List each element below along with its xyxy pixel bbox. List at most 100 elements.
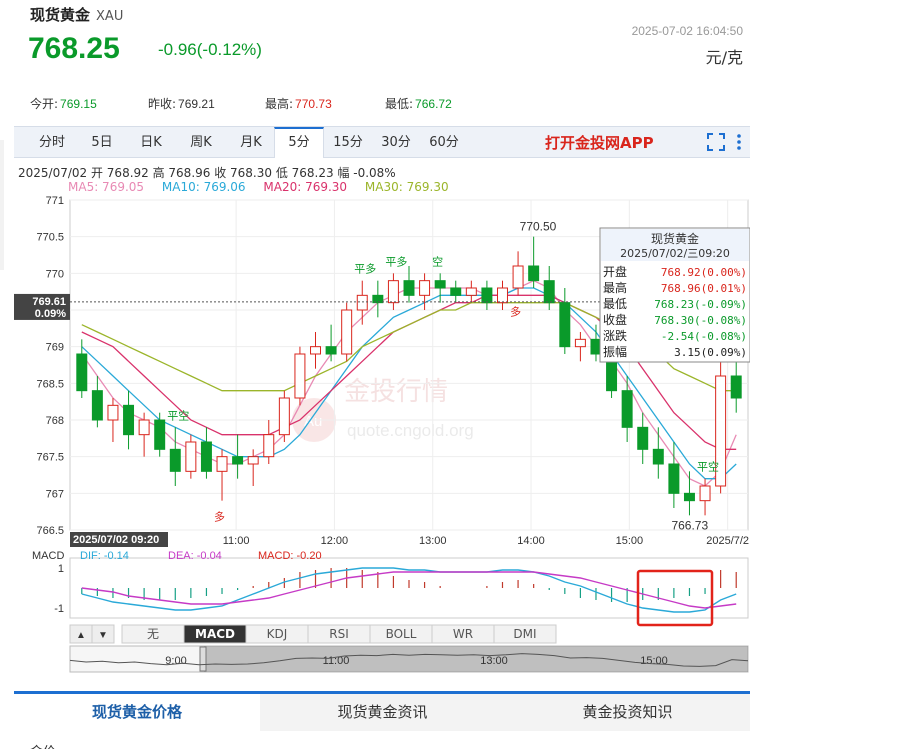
ma20-legend: MA20: 769.30 xyxy=(263,180,348,194)
tab-gold-knowledge[interactable]: 黄金投资知识 xyxy=(582,703,673,721)
tab-gold-news[interactable]: 现货黄金资讯 xyxy=(337,703,428,721)
indicator-tab-label: 无 xyxy=(147,627,159,641)
candle-body[interactable] xyxy=(169,448,181,472)
trade-signal-label: 多 xyxy=(510,304,521,318)
stat-open: 今开: 769.15 xyxy=(30,97,97,111)
candle-body[interactable] xyxy=(450,287,462,296)
cutoff-text: 金价 xyxy=(30,741,56,749)
candle-body[interactable] xyxy=(543,280,555,304)
period-tab-bar: 分时 5日 日K 周K 月K 5分 15分 30分 60分 打开金投网APP xyxy=(14,126,750,158)
y-tick-label: 768 xyxy=(46,415,64,427)
candle-body[interactable] xyxy=(341,309,353,355)
candle-body[interactable] xyxy=(621,390,633,428)
candle-body[interactable] xyxy=(294,353,306,399)
crosshair-date-label: 2025/07/02 09:20 xyxy=(73,534,159,546)
more-menu-icon[interactable] xyxy=(734,132,744,152)
candle-body[interactable] xyxy=(528,265,540,282)
trade-signal-label: 平多 xyxy=(354,262,376,276)
indicator-tab-label: RSI xyxy=(329,627,349,641)
low-marker-label: 766.73 xyxy=(671,518,708,532)
candle-body[interactable] xyxy=(481,287,493,304)
macd-y-tick: -1 xyxy=(54,603,64,615)
tooltip-row-label: 最低 xyxy=(603,297,627,311)
y-tick-label: 769 xyxy=(46,342,64,354)
candle-body[interactable] xyxy=(200,441,212,472)
candle-body[interactable] xyxy=(356,294,368,311)
scroll-down-button[interactable] xyxy=(91,624,115,644)
candle-body[interactable] xyxy=(76,353,88,392)
ma30-legend: MA30: 769.30 xyxy=(364,180,449,194)
candle-body[interactable] xyxy=(419,280,431,296)
candle-body[interactable] xyxy=(403,280,415,296)
tab-monthly-k[interactable]: 月K xyxy=(240,135,262,150)
tooltip-row-value: 768.92(0.00%) xyxy=(661,266,747,279)
candle-body[interactable] xyxy=(574,338,586,348)
ma10-legend: MA10: 769.06 xyxy=(161,180,246,194)
candle-body[interactable] xyxy=(216,456,228,472)
navigator-tick: 9:00 xyxy=(165,655,186,667)
candle-body[interactable] xyxy=(465,287,477,296)
x-tick-label: 2025/7/2 xyxy=(706,535,749,547)
price-unit: 元/克 xyxy=(705,48,743,67)
macd-value-label: MACD: -0.20 xyxy=(258,550,322,562)
macd-y-tick: 1 xyxy=(58,563,64,575)
x-tick-label: 13:00 xyxy=(419,535,447,547)
candle-body[interactable] xyxy=(434,280,446,289)
indicator-tab-dmi[interactable] xyxy=(493,624,557,644)
y-tick-label: 767.5 xyxy=(36,452,64,464)
candle-body[interactable] xyxy=(263,434,275,458)
macd-dif-label: DIF: -0.14 xyxy=(80,550,129,562)
navigator-tick: 13:00 xyxy=(480,655,508,667)
tab-daily-k[interactable]: 日K xyxy=(140,135,162,150)
tooltip-header-bg xyxy=(601,229,749,261)
candle-body[interactable] xyxy=(278,397,290,436)
tab-30min[interactable]: 30分 xyxy=(381,135,411,150)
candle-body[interactable] xyxy=(497,287,508,304)
watermark: Au 金投行情 quote.cngold.org xyxy=(292,377,474,442)
tab-fenshi[interactable]: 分时 xyxy=(38,135,65,150)
fullscreen-icon[interactable] xyxy=(706,132,726,152)
candle-body[interactable] xyxy=(107,404,119,421)
candle-body[interactable] xyxy=(91,390,103,421)
candle-body[interactable] xyxy=(715,375,727,487)
candle-body[interactable] xyxy=(652,448,664,465)
tooltip-row-label: 涨跌 xyxy=(603,328,627,343)
candle-body[interactable] xyxy=(387,280,399,304)
candle-body[interactable] xyxy=(683,492,695,502)
candle-body[interactable] xyxy=(310,346,321,355)
indicator-tab-label: DMI xyxy=(513,627,536,641)
candle-body[interactable] xyxy=(372,294,384,304)
candle-body[interactable] xyxy=(185,441,197,472)
candle-body[interactable] xyxy=(637,426,649,450)
candle-body[interactable] xyxy=(559,302,571,348)
arrow-down-icon: ▼ xyxy=(98,630,108,641)
candle-body[interactable] xyxy=(138,419,150,436)
tab-15min[interactable]: 15分 xyxy=(333,135,363,150)
tab-60min[interactable]: 60分 xyxy=(429,135,459,150)
open-app-link[interactable]: 打开金投网APP xyxy=(545,134,654,152)
tooltip-row-label: 收盘 xyxy=(603,312,627,327)
candle-body[interactable] xyxy=(590,338,602,355)
tab-5min[interactable]: 5分 xyxy=(274,127,324,158)
trade-signal-label: 平空 xyxy=(697,460,719,474)
candle-body[interactable] xyxy=(123,404,135,436)
candle-body[interactable] xyxy=(512,265,524,289)
candle-body[interactable] xyxy=(325,346,337,355)
candle-body[interactable] xyxy=(699,485,711,502)
tab-gold-price[interactable]: 现货黄金价格 xyxy=(14,694,260,731)
tooltip-row-value: 768.30(-0.08%) xyxy=(654,314,747,327)
candle-body[interactable] xyxy=(730,375,742,399)
candle-body[interactable] xyxy=(154,419,166,450)
y-tick-label: 768.5 xyxy=(36,378,64,390)
candle-body[interactable] xyxy=(232,456,244,465)
candle-body[interactable] xyxy=(668,463,680,494)
indicator-tab-label: MACD xyxy=(195,627,235,641)
x-tick-label: 14:00 xyxy=(517,535,545,547)
tab-weekly-k[interactable]: 周K xyxy=(190,135,212,150)
stat-high: 最高: 770.73 xyxy=(265,97,332,111)
navigator-handle[interactable] xyxy=(199,646,207,672)
tooltip-row-label: 开盘 xyxy=(603,264,627,279)
tab-5day[interactable]: 5日 xyxy=(91,135,113,150)
candle-body[interactable] xyxy=(247,456,259,465)
kline-chart[interactable]: Au 金投行情 quote.cngold.org 771 770.5 770 769.… xyxy=(14,192,750,682)
